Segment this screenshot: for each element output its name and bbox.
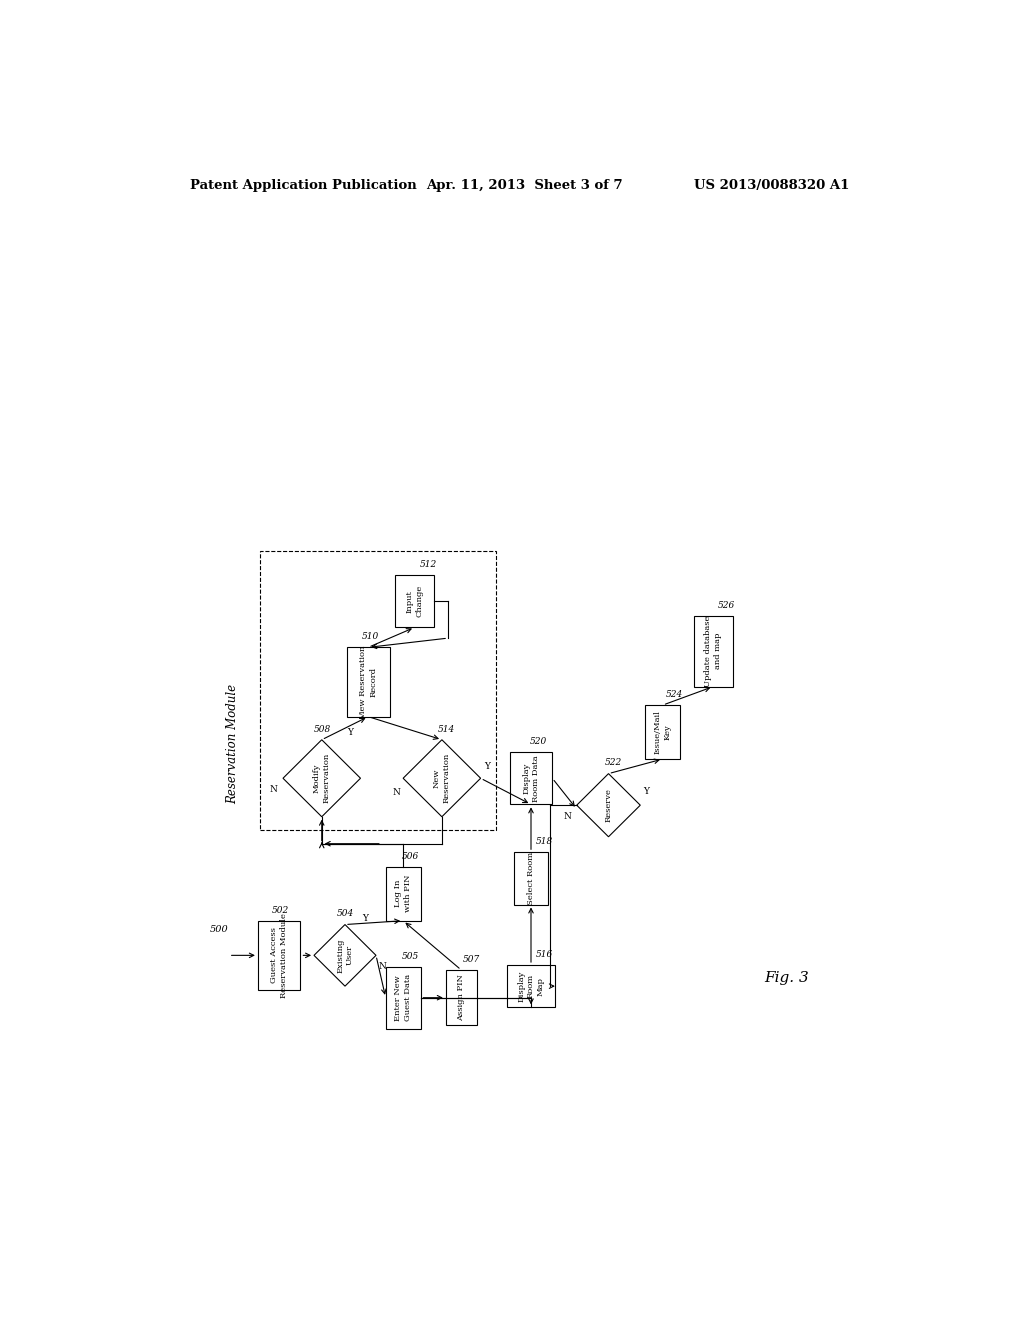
Polygon shape [577,774,640,837]
Text: 505: 505 [401,952,419,961]
Text: Select Room: Select Room [527,851,535,906]
Polygon shape [403,739,480,817]
Text: 520: 520 [529,737,547,746]
Text: Fig. 3: Fig. 3 [764,972,809,985]
Bar [347,647,389,717]
Text: Reservation Module: Reservation Module [226,684,240,804]
Text: 522: 522 [604,759,622,767]
Text: Y: Y [643,787,649,796]
Bar [258,921,300,990]
Text: Enter New
Guest Data: Enter New Guest Data [394,974,412,1022]
Text: N: N [269,785,278,795]
Text: Reserve: Reserve [604,788,612,822]
Text: 502: 502 [271,906,289,915]
Text: 518: 518 [536,837,553,846]
Text: 514: 514 [438,725,456,734]
Text: Patent Application Publication: Patent Application Publication [190,178,417,191]
Bar [645,705,680,759]
Text: Log In
with PIN: Log In with PIN [394,875,412,912]
Text: US 2013/0088320 A1: US 2013/0088320 A1 [693,178,849,191]
Bar [260,552,496,830]
Text: Existing
User: Existing User [336,939,354,973]
Text: Update database
and map: Update database and map [705,615,722,686]
Text: 507: 507 [463,954,480,964]
Polygon shape [314,924,376,986]
Text: 506: 506 [401,851,419,861]
Text: Issue/Mail
Key: Issue/Mail Key [654,710,672,754]
Bar [514,853,549,904]
Polygon shape [283,739,360,817]
Text: Input
Change: Input Change [406,585,424,618]
Text: Modify
Reservation: Modify Reservation [313,754,331,804]
Text: Assign PIN: Assign PIN [458,974,465,1022]
Text: N: N [393,788,400,796]
Text: View Reservation
Record: View Reservation Record [359,645,377,718]
Text: New
Reservation: New Reservation [433,754,451,804]
Bar [693,616,732,686]
Text: 508: 508 [314,725,331,734]
Bar [507,965,555,1007]
Text: 524: 524 [666,690,683,700]
Text: 500: 500 [209,925,228,935]
Text: Display
Room
Map: Display Room Map [517,970,545,1002]
Text: N: N [563,812,571,821]
Bar [510,752,552,804]
Bar [386,867,421,921]
Text: Apr. 11, 2013  Sheet 3 of 7: Apr. 11, 2013 Sheet 3 of 7 [426,178,623,191]
Bar [386,966,421,1028]
Text: Display
Room Data: Display Room Data [522,755,540,801]
Text: Y: Y [347,727,353,737]
Text: 510: 510 [362,632,379,642]
Text: Y: Y [362,913,369,923]
Bar [395,576,434,627]
Text: N: N [378,962,386,972]
Bar [445,970,477,1026]
Text: 504: 504 [337,909,354,919]
Text: Y: Y [483,762,489,771]
Text: Guest Access
Reservation Module: Guest Access Reservation Module [270,913,288,998]
Text: 526: 526 [718,601,735,610]
Text: 512: 512 [420,560,436,569]
Text: 516: 516 [536,950,553,958]
